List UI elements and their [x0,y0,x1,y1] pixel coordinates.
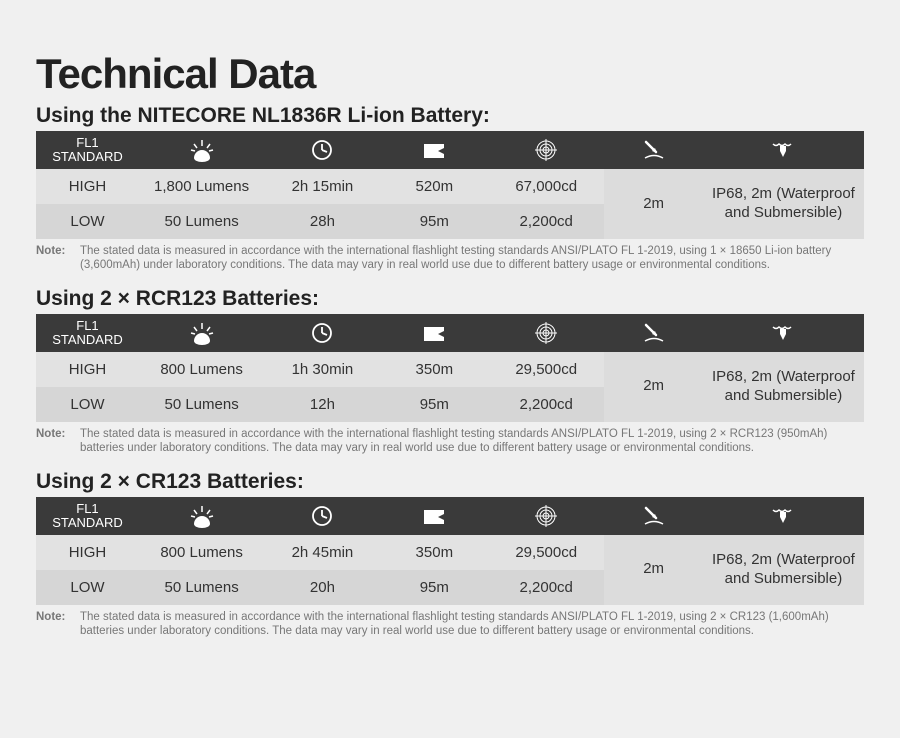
cell-intensity: 2,200cd [488,204,604,239]
section-subtitle: Using the NITECORE NL1836R Li-ion Batter… [36,104,864,128]
header-beam-distance [381,497,488,535]
cell-intensity: 2,200cd [488,570,604,605]
cell-runtime: 2h 45min [264,535,380,570]
header-runtime [264,131,380,169]
beam-distance-icon [422,504,446,528]
cell-distance: 95m [381,570,488,605]
runtime-icon [310,504,334,528]
note-text: The stated data is measured in accordanc… [80,244,864,273]
note-text: The stated data is measured in accordanc… [80,427,864,456]
cell-impact: 2m [604,352,702,422]
header-impact [604,497,702,535]
cell-lumens: 800 Lumens [139,535,264,570]
cell-waterproof: IP68, 2m (Waterproof and Submersible) [703,169,864,239]
cell-mode: LOW [36,204,139,239]
cell-runtime: 2h 15min [264,169,380,204]
header-beam-distance [381,314,488,352]
page-title: Technical Data [36,50,864,98]
cell-runtime: 12h [264,387,380,422]
cell-mode: HIGH [36,535,139,570]
brightness-icon [190,504,214,528]
cell-runtime: 20h [264,570,380,605]
cell-lumens: 800 Lumens [139,352,264,387]
header-intensity [488,131,604,169]
note: Note:The stated data is measured in acco… [36,427,864,456]
brightness-icon [190,321,214,345]
cell-mode: LOW [36,570,139,605]
header-intensity [488,314,604,352]
cell-lumens: 50 Lumens [139,204,264,239]
waterproof-icon [771,138,795,162]
note-label: Note: [36,427,80,456]
cell-runtime: 28h [264,204,380,239]
cell-runtime: 1h 30min [264,352,380,387]
cell-intensity: 29,500cd [488,352,604,387]
waterproof-icon [771,321,795,345]
cell-waterproof: IP68, 2m (Waterproof and Submersible) [703,352,864,422]
cell-intensity: 2,200cd [488,387,604,422]
header-waterproof [703,314,864,352]
note-label: Note: [36,610,80,639]
header-brightness [139,314,264,352]
cell-mode: HIGH [36,352,139,387]
header-waterproof [703,497,864,535]
impact-icon [642,138,666,162]
cell-impact: 2m [604,535,702,605]
cell-intensity: 67,000cd [488,169,604,204]
cell-mode: LOW [36,387,139,422]
header-beam-distance [381,131,488,169]
header-brightness [139,131,264,169]
header-impact [604,131,702,169]
spec-table: FL1STANDARDHIGH800 Lumens1h 30min350m29,… [36,314,864,422]
spec-table: FL1STANDARDHIGH1,800 Lumens2h 15min520m6… [36,131,864,239]
beam-distance-icon [422,138,446,162]
cell-distance: 520m [381,169,488,204]
intensity-icon [534,504,558,528]
section-subtitle: Using 2 × RCR123 Batteries: [36,287,864,311]
cell-lumens: 1,800 Lumens [139,169,264,204]
note-label: Note: [36,244,80,273]
header-runtime [264,314,380,352]
cell-lumens: 50 Lumens [139,387,264,422]
impact-icon [642,504,666,528]
header-waterproof [703,131,864,169]
cell-distance: 350m [381,535,488,570]
header-runtime [264,497,380,535]
cell-lumens: 50 Lumens [139,570,264,605]
section-subtitle: Using 2 × CR123 Batteries: [36,470,864,494]
cell-distance: 350m [381,352,488,387]
table-row: HIGH800 Lumens1h 30min350m29,500cd2mIP68… [36,352,864,387]
intensity-icon [534,321,558,345]
note-text: The stated data is measured in accordanc… [80,610,864,639]
cell-intensity: 29,500cd [488,535,604,570]
cell-mode: HIGH [36,169,139,204]
spec-table: FL1STANDARDHIGH800 Lumens2h 45min350m29,… [36,497,864,605]
intensity-icon [534,138,558,162]
impact-icon [642,321,666,345]
header-fl1-standard: FL1STANDARD [36,497,139,535]
cell-distance: 95m [381,204,488,239]
header-intensity [488,497,604,535]
table-row: HIGH800 Lumens2h 45min350m29,500cd2mIP68… [36,535,864,570]
waterproof-icon [771,504,795,528]
cell-waterproof: IP68, 2m (Waterproof and Submersible) [703,535,864,605]
table-row: HIGH1,800 Lumens2h 15min520m67,000cd2mIP… [36,169,864,204]
note: Note:The stated data is measured in acco… [36,610,864,639]
brightness-icon [190,138,214,162]
header-impact [604,314,702,352]
cell-distance: 95m [381,387,488,422]
runtime-icon [310,138,334,162]
beam-distance-icon [422,321,446,345]
cell-impact: 2m [604,169,702,239]
header-fl1-standard: FL1STANDARD [36,314,139,352]
note: Note:The stated data is measured in acco… [36,244,864,273]
header-brightness [139,497,264,535]
header-fl1-standard: FL1STANDARD [36,131,139,169]
runtime-icon [310,321,334,345]
